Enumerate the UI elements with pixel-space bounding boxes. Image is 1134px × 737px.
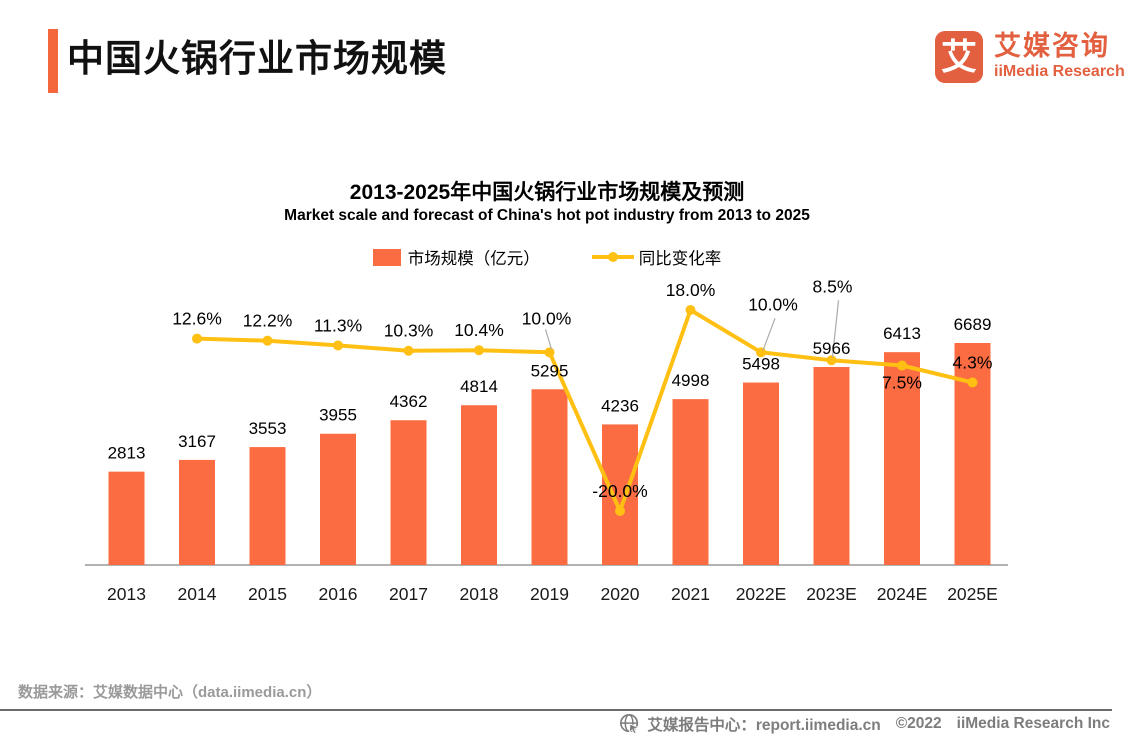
chart-subtitle: Market scale and forecast of China's hot… <box>284 207 810 224</box>
labels: 2813 2013 3167 2014 3553 2015 3955 2016 4362 2017… <box>107 276 998 604</box>
bar-2015 <box>249 447 286 565</box>
bar-value-2014: 3167 <box>178 432 216 451</box>
growth-point-2020 <box>615 506 625 517</box>
bar-value-2019: 5295 <box>531 361 569 380</box>
growth-point-2018 <box>474 345 484 356</box>
leader-line-2022E <box>762 318 776 351</box>
x-axis-label-2019: 2019 <box>530 584 569 604</box>
growth-point-2021 <box>685 305 696 315</box>
bar-value-2017: 4362 <box>390 392 428 411</box>
growth-label-2024E: 7.5% <box>882 373 922 393</box>
iimedia-logo-icon: 艾 <box>935 31 983 83</box>
copyright-text: ©2022 <box>895 715 942 732</box>
bar-2019 <box>531 389 568 565</box>
footer-divider <box>0 709 1112 711</box>
bar-value-2015: 3553 <box>249 419 287 438</box>
x-axis-label-2018: 2018 <box>460 584 499 604</box>
growth-label-2016: 11.3% <box>314 315 362 335</box>
x-axis-label-2013: 2013 <box>107 584 146 604</box>
line-series-dot <box>607 252 618 262</box>
line-series-swatch <box>591 252 634 262</box>
growth-point-2024E <box>897 360 907 371</box>
footer-info: 艾媒报告中心：report.iimedia.cn ©2022 iiMedia R… <box>619 713 1110 735</box>
growth-label-2014: 12.6% <box>172 309 222 329</box>
bar-2017 <box>390 420 427 565</box>
growth-label-2021: 18.0% <box>666 280 716 300</box>
legend-label-market-scale: 市场规模（亿元） <box>407 250 540 268</box>
x-axis-label-2023E: 2023E <box>806 584 857 604</box>
x-axis-label-2017: 2017 <box>389 584 428 604</box>
logo-text: 艾媒咨询 iiMedia Research <box>994 31 1125 81</box>
leader-line-2023E <box>831 300 840 358</box>
x-axis-label-2016: 2016 <box>319 584 358 604</box>
bar-2023E <box>813 366 850 565</box>
bar-2014 <box>179 459 215 565</box>
growth-point-2019 <box>544 347 555 358</box>
bar-2018 <box>461 405 497 565</box>
bars <box>108 343 991 565</box>
bar-value-2013: 2813 <box>108 444 146 463</box>
bar-value-2020: 4236 <box>601 396 639 415</box>
x-axis-label-2022E: 2022E <box>736 584 787 604</box>
company-name: iiMedia Research Inc <box>956 715 1110 732</box>
bar-value-2023E: 5966 <box>813 339 851 358</box>
report-center-link: 艾媒报告中心：report.iimedia.cn <box>647 717 881 734</box>
growth-point-2016 <box>333 340 343 351</box>
logo-name-cn: 艾媒咨询 <box>994 31 1110 61</box>
growth-point-2017 <box>403 345 414 356</box>
x-axis-label-2024E: 2024E <box>877 584 928 604</box>
growth-label-2019: 10.0% <box>522 308 572 328</box>
growth-label-2023E: 8.5% <box>813 276 853 296</box>
logo-name-en: iiMedia Research <box>994 63 1125 80</box>
bar-2021 <box>672 399 709 565</box>
legend-label-growth-rate: 同比变化率 <box>638 250 722 268</box>
globe-cursor-icon <box>620 714 640 735</box>
bar-2024E <box>884 352 920 565</box>
growth-line <box>192 305 978 517</box>
x-axis-label-2025E: 2025E <box>947 584 998 604</box>
x-axis-label-2014: 2014 <box>178 584 217 604</box>
growth-line-path <box>195 308 975 513</box>
growth-label-2017: 10.3% <box>384 321 434 341</box>
growth-label-2020: -20.0% <box>592 481 647 501</box>
title-accent-bar <box>48 29 58 93</box>
bar-2020 <box>602 424 638 565</box>
bar-value-2021: 4998 <box>672 371 710 390</box>
growth-point-2025E <box>967 377 978 388</box>
bar-2016 <box>320 433 356 565</box>
bar-value-2018: 4814 <box>460 377 498 396</box>
growth-point-2015 <box>262 335 273 346</box>
page-title: 中国火锅行业市场规模 <box>67 38 447 79</box>
chart-title: 2013-2025年中国火锅行业市场规模及预测 <box>349 181 745 204</box>
x-axis-label-2021: 2021 <box>671 584 710 604</box>
legend-item-growth-rate: 同比变化率 <box>591 245 722 269</box>
bar-2022E <box>743 382 779 565</box>
data-source-note: 数据来源：艾媒数据中心（data.iimedia.cn） <box>18 684 322 701</box>
growth-label-2025E: 4.3% <box>953 352 993 372</box>
growth-label-2018: 10.4% <box>454 320 504 340</box>
bar-2013 <box>108 471 145 565</box>
market-scale-chart: 2813 2013 3167 2014 3553 2015 3955 2016 4362 2017… <box>85 276 1008 604</box>
bar-series-swatch <box>372 248 401 266</box>
growth-point-2014 <box>192 333 202 344</box>
growth-label-2022E: 10.0% <box>748 294 798 314</box>
bar-value-2016: 3955 <box>319 406 357 425</box>
chart-legend: 市场规模（亿元） 同比变化率 <box>0 245 1094 269</box>
leader-line-2019 <box>544 329 553 350</box>
bar-value-2024E: 6413 <box>883 324 921 343</box>
iimedia-logo: 艾 艾媒咨询 iiMedia Research <box>935 31 1125 83</box>
leader-lines <box>544 300 840 358</box>
bar-value-2025E: 6689 <box>954 315 992 334</box>
growth-point-2023E <box>826 355 837 366</box>
x-axis-label-2015: 2015 <box>248 584 287 604</box>
x-axis-label-2020: 2020 <box>601 584 640 604</box>
legend-item-market-scale: 市场规模（亿元） <box>372 245 540 269</box>
bar-value-2022E: 5498 <box>742 355 780 374</box>
growth-label-2015: 12.2% <box>243 311 293 331</box>
bar-2025E <box>954 343 991 565</box>
